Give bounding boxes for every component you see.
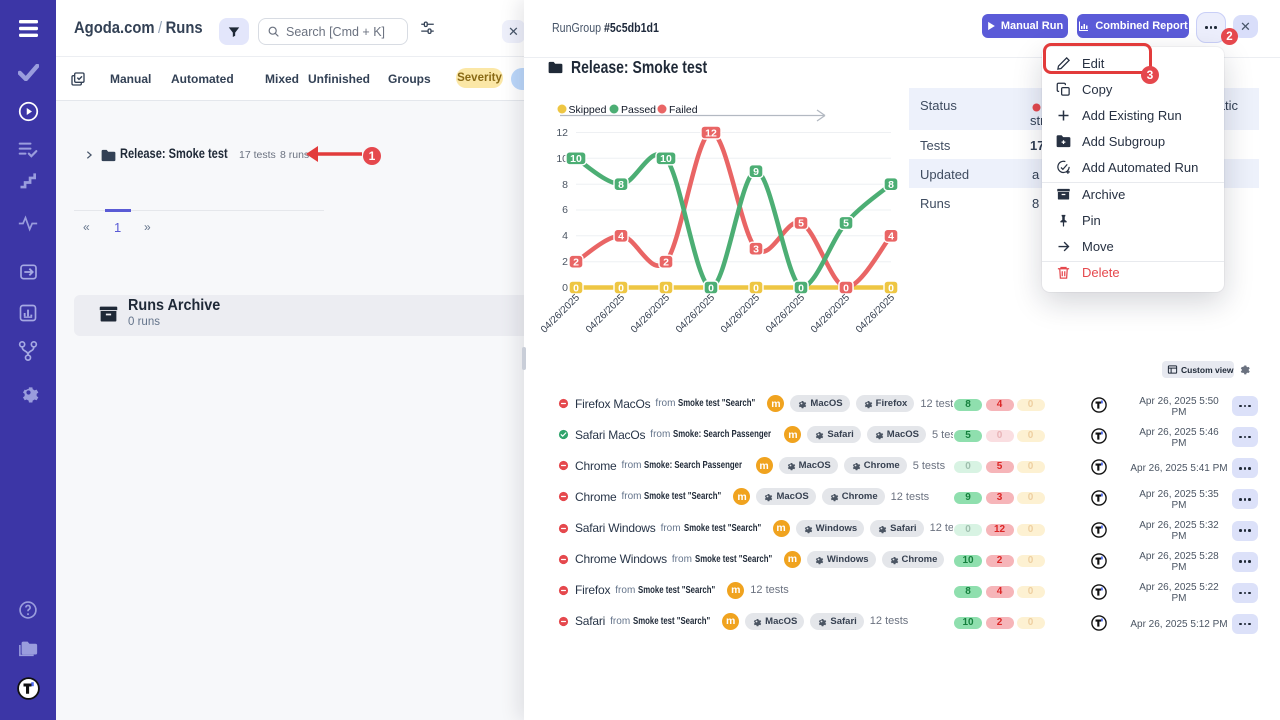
svg-text:10: 10 (556, 153, 568, 165)
svg-text:0: 0 (663, 282, 669, 294)
svg-text:5: 5 (843, 218, 849, 230)
svg-text:12: 12 (556, 127, 568, 139)
svg-text:9: 9 (753, 166, 759, 178)
svg-text:0: 0 (798, 282, 804, 294)
svg-text:Skipped: Skipped (569, 104, 607, 116)
svg-text:04/26/2025: 04/26/2025 (809, 292, 852, 335)
svg-text:04/26/2025: 04/26/2025 (674, 292, 717, 335)
svg-text:5: 5 (798, 218, 804, 230)
svg-text:Failed: Failed (669, 104, 698, 116)
svg-text:04/26/2025: 04/26/2025 (539, 292, 582, 335)
svg-text:2: 2 (562, 256, 568, 268)
svg-text:8: 8 (562, 179, 568, 191)
svg-text:04/26/2025: 04/26/2025 (629, 292, 672, 335)
svg-text:Passed: Passed (621, 104, 656, 116)
svg-text:6: 6 (562, 204, 568, 216)
svg-text:2: 2 (573, 257, 579, 269)
svg-text:04/26/2025: 04/26/2025 (719, 292, 762, 335)
svg-text:04/26/2025: 04/26/2025 (584, 292, 627, 335)
svg-text:10: 10 (660, 153, 672, 165)
svg-text:2: 2 (663, 257, 669, 269)
svg-text:0: 0 (708, 282, 714, 294)
svg-text:8: 8 (618, 179, 624, 191)
svg-text:04/26/2025: 04/26/2025 (854, 292, 897, 335)
svg-text:4: 4 (888, 231, 894, 243)
svg-text:0: 0 (618, 282, 624, 294)
svg-text:3: 3 (753, 244, 759, 256)
svg-text:0: 0 (573, 282, 579, 294)
svg-text:0: 0 (753, 282, 759, 294)
svg-text:4: 4 (618, 231, 624, 243)
svg-text:4: 4 (562, 230, 568, 242)
svg-text:0: 0 (888, 282, 894, 294)
svg-text:12: 12 (705, 127, 717, 139)
svg-text:8: 8 (888, 179, 894, 191)
svg-text:0: 0 (843, 282, 849, 294)
svg-text:04/26/2025: 04/26/2025 (764, 292, 807, 335)
svg-text:0: 0 (562, 282, 568, 294)
svg-text:10: 10 (570, 153, 582, 165)
